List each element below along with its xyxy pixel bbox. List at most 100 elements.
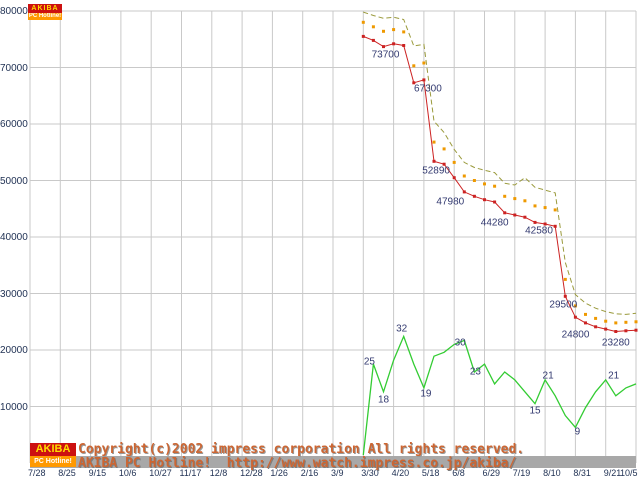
series-lowest-price-marker <box>634 328 638 332</box>
x-axis-label: 12/8 <box>209 468 228 478</box>
y-axis-label: 70000 <box>0 62 28 74</box>
series-lowest-price-marker <box>382 45 385 49</box>
series-average-price-marker <box>553 208 557 212</box>
series-lowest-price-marker <box>371 38 375 42</box>
shop-count-label: 18 <box>377 394 390 406</box>
x-axis-label: 5/18 <box>421 468 440 478</box>
series-average-price-marker <box>442 147 446 151</box>
shop-count-label: 21 <box>608 370 620 382</box>
x-axis-label: 3/9 <box>331 468 344 478</box>
x-axis-label: 11/17 <box>179 468 202 478</box>
x-axis-label: 3/30 <box>361 468 379 478</box>
shop-count-label: 32 <box>396 323 408 335</box>
akiba-logo-large: AKIBA PC Hotline! <box>30 443 76 467</box>
shop-count-label: 19 <box>420 388 432 400</box>
series-average-price-marker <box>371 25 375 29</box>
series-lowest-price-marker <box>594 325 598 329</box>
footer-band <box>30 456 636 468</box>
series-average-price-marker <box>513 197 517 201</box>
series-shop-count-line <box>362 334 637 456</box>
series-average-price-marker <box>483 182 486 186</box>
series-lowest-price-marker <box>553 224 557 228</box>
akiba-logo-small: AKIBA PC Hotline! <box>28 4 62 20</box>
series-average-price-marker <box>452 160 456 164</box>
price-value-label: 42580 <box>525 225 553 237</box>
copyright-text: Copyright(c)2002 impress corporation All… <box>78 442 525 457</box>
shop-count-label: 23 <box>469 366 481 378</box>
x-axis-label: 4/20 <box>391 468 410 478</box>
x-axis-label: 8/10 <box>543 468 561 478</box>
series-lowest-price-marker <box>392 42 396 46</box>
series-average-price-marker <box>543 206 547 210</box>
price-value-label: 29500 <box>549 299 578 311</box>
shop-count-label: 25 <box>363 356 375 368</box>
shop-count-label: 15 <box>529 405 541 417</box>
shop-count-label: 30 <box>454 337 466 349</box>
x-axis-label: 9/15 <box>88 468 107 478</box>
x-axis-label: 9/21 <box>603 468 622 478</box>
series-lowest-price-marker <box>533 220 537 224</box>
series-average-price-marker <box>382 29 385 33</box>
series-lowest-price-marker <box>412 81 416 85</box>
series-lowest-price-marker <box>361 34 365 38</box>
series-lowest-price-marker <box>614 330 618 333</box>
series-lowest-price-marker <box>584 321 587 325</box>
series-average-price-marker <box>584 312 587 316</box>
series-lowest-price-marker <box>543 222 547 226</box>
series-average-price-marker <box>614 321 618 325</box>
akiba-logo-small-title: AKIBA <box>28 4 62 13</box>
x-axis-label: 1/26 <box>270 468 288 478</box>
series-lowest-price-marker <box>523 215 527 219</box>
series-lowest-price-marker <box>452 176 456 180</box>
series-average-price-marker <box>604 319 608 323</box>
series-average-price-marker <box>392 28 396 32</box>
x-axis-label: 10/6 <box>118 468 137 478</box>
series-lowest-price-marker <box>513 213 517 217</box>
x-axis-label: 7/19 <box>512 468 531 478</box>
series-lowest-price-marker <box>462 190 466 194</box>
series-average-price-marker <box>493 184 497 188</box>
x-axis-label: 7/28 <box>28 468 46 478</box>
site-url-text: AKIBA PC Hotline! http://www.watch.impre… <box>78 456 517 471</box>
series-average-price-marker <box>503 194 507 198</box>
price-value-label: 73700 <box>371 49 400 61</box>
series-lowest-price-marker <box>493 200 497 204</box>
series-average-price-marker <box>432 140 436 144</box>
x-axis-label: 10/5 <box>620 468 638 478</box>
x-axis-label: 8/31 <box>573 468 591 478</box>
y-axis-label: 20000 <box>0 345 28 356</box>
series-lowest-price-marker <box>442 162 446 166</box>
series-lowest-price-marker <box>422 78 426 82</box>
price-value-label: 67300 <box>413 83 442 95</box>
series-average-price-marker <box>624 320 628 324</box>
shop-count-label: 21 <box>542 370 554 382</box>
series-lowest-price-marker <box>563 294 567 298</box>
y-axis-label: 40000 <box>0 232 28 243</box>
y-axis-label: 30000 <box>0 288 28 300</box>
akiba-logo-large-title: AKIBA <box>30 443 76 456</box>
x-axis-label: 6/29 <box>482 468 501 478</box>
series-lowest-price-marker <box>573 315 577 319</box>
akiba-logo-small-subtitle: PC Hotline! <box>28 13 62 20</box>
x-axis-label: 10/27 <box>149 468 172 478</box>
series-average-price-marker <box>361 20 365 24</box>
series-lowest-price-marker <box>503 211 507 215</box>
series-lowest-price-marker <box>604 327 608 331</box>
series-lowest-price-line <box>363 35 637 333</box>
y-axis-label: 10000 <box>0 401 28 413</box>
series-average-price-marker <box>472 179 476 182</box>
shop-count-label: 9 <box>574 426 581 438</box>
series-lowest-price-marker <box>402 44 406 47</box>
y-axis-label: 80000 <box>0 6 28 17</box>
series-average-price-marker <box>412 64 416 68</box>
y-axis-label: 50000 <box>0 175 28 187</box>
price-value-label: 47980 <box>436 196 465 208</box>
series-average-price-marker <box>634 320 638 324</box>
series-average-price-marker <box>533 204 537 208</box>
series-lowest-price-marker <box>472 194 476 198</box>
series-average-price-marker <box>523 199 527 203</box>
series-lowest-price-marker <box>432 159 436 163</box>
price-value-label: 24800 <box>561 329 590 341</box>
series-average-price-marker <box>422 61 426 65</box>
